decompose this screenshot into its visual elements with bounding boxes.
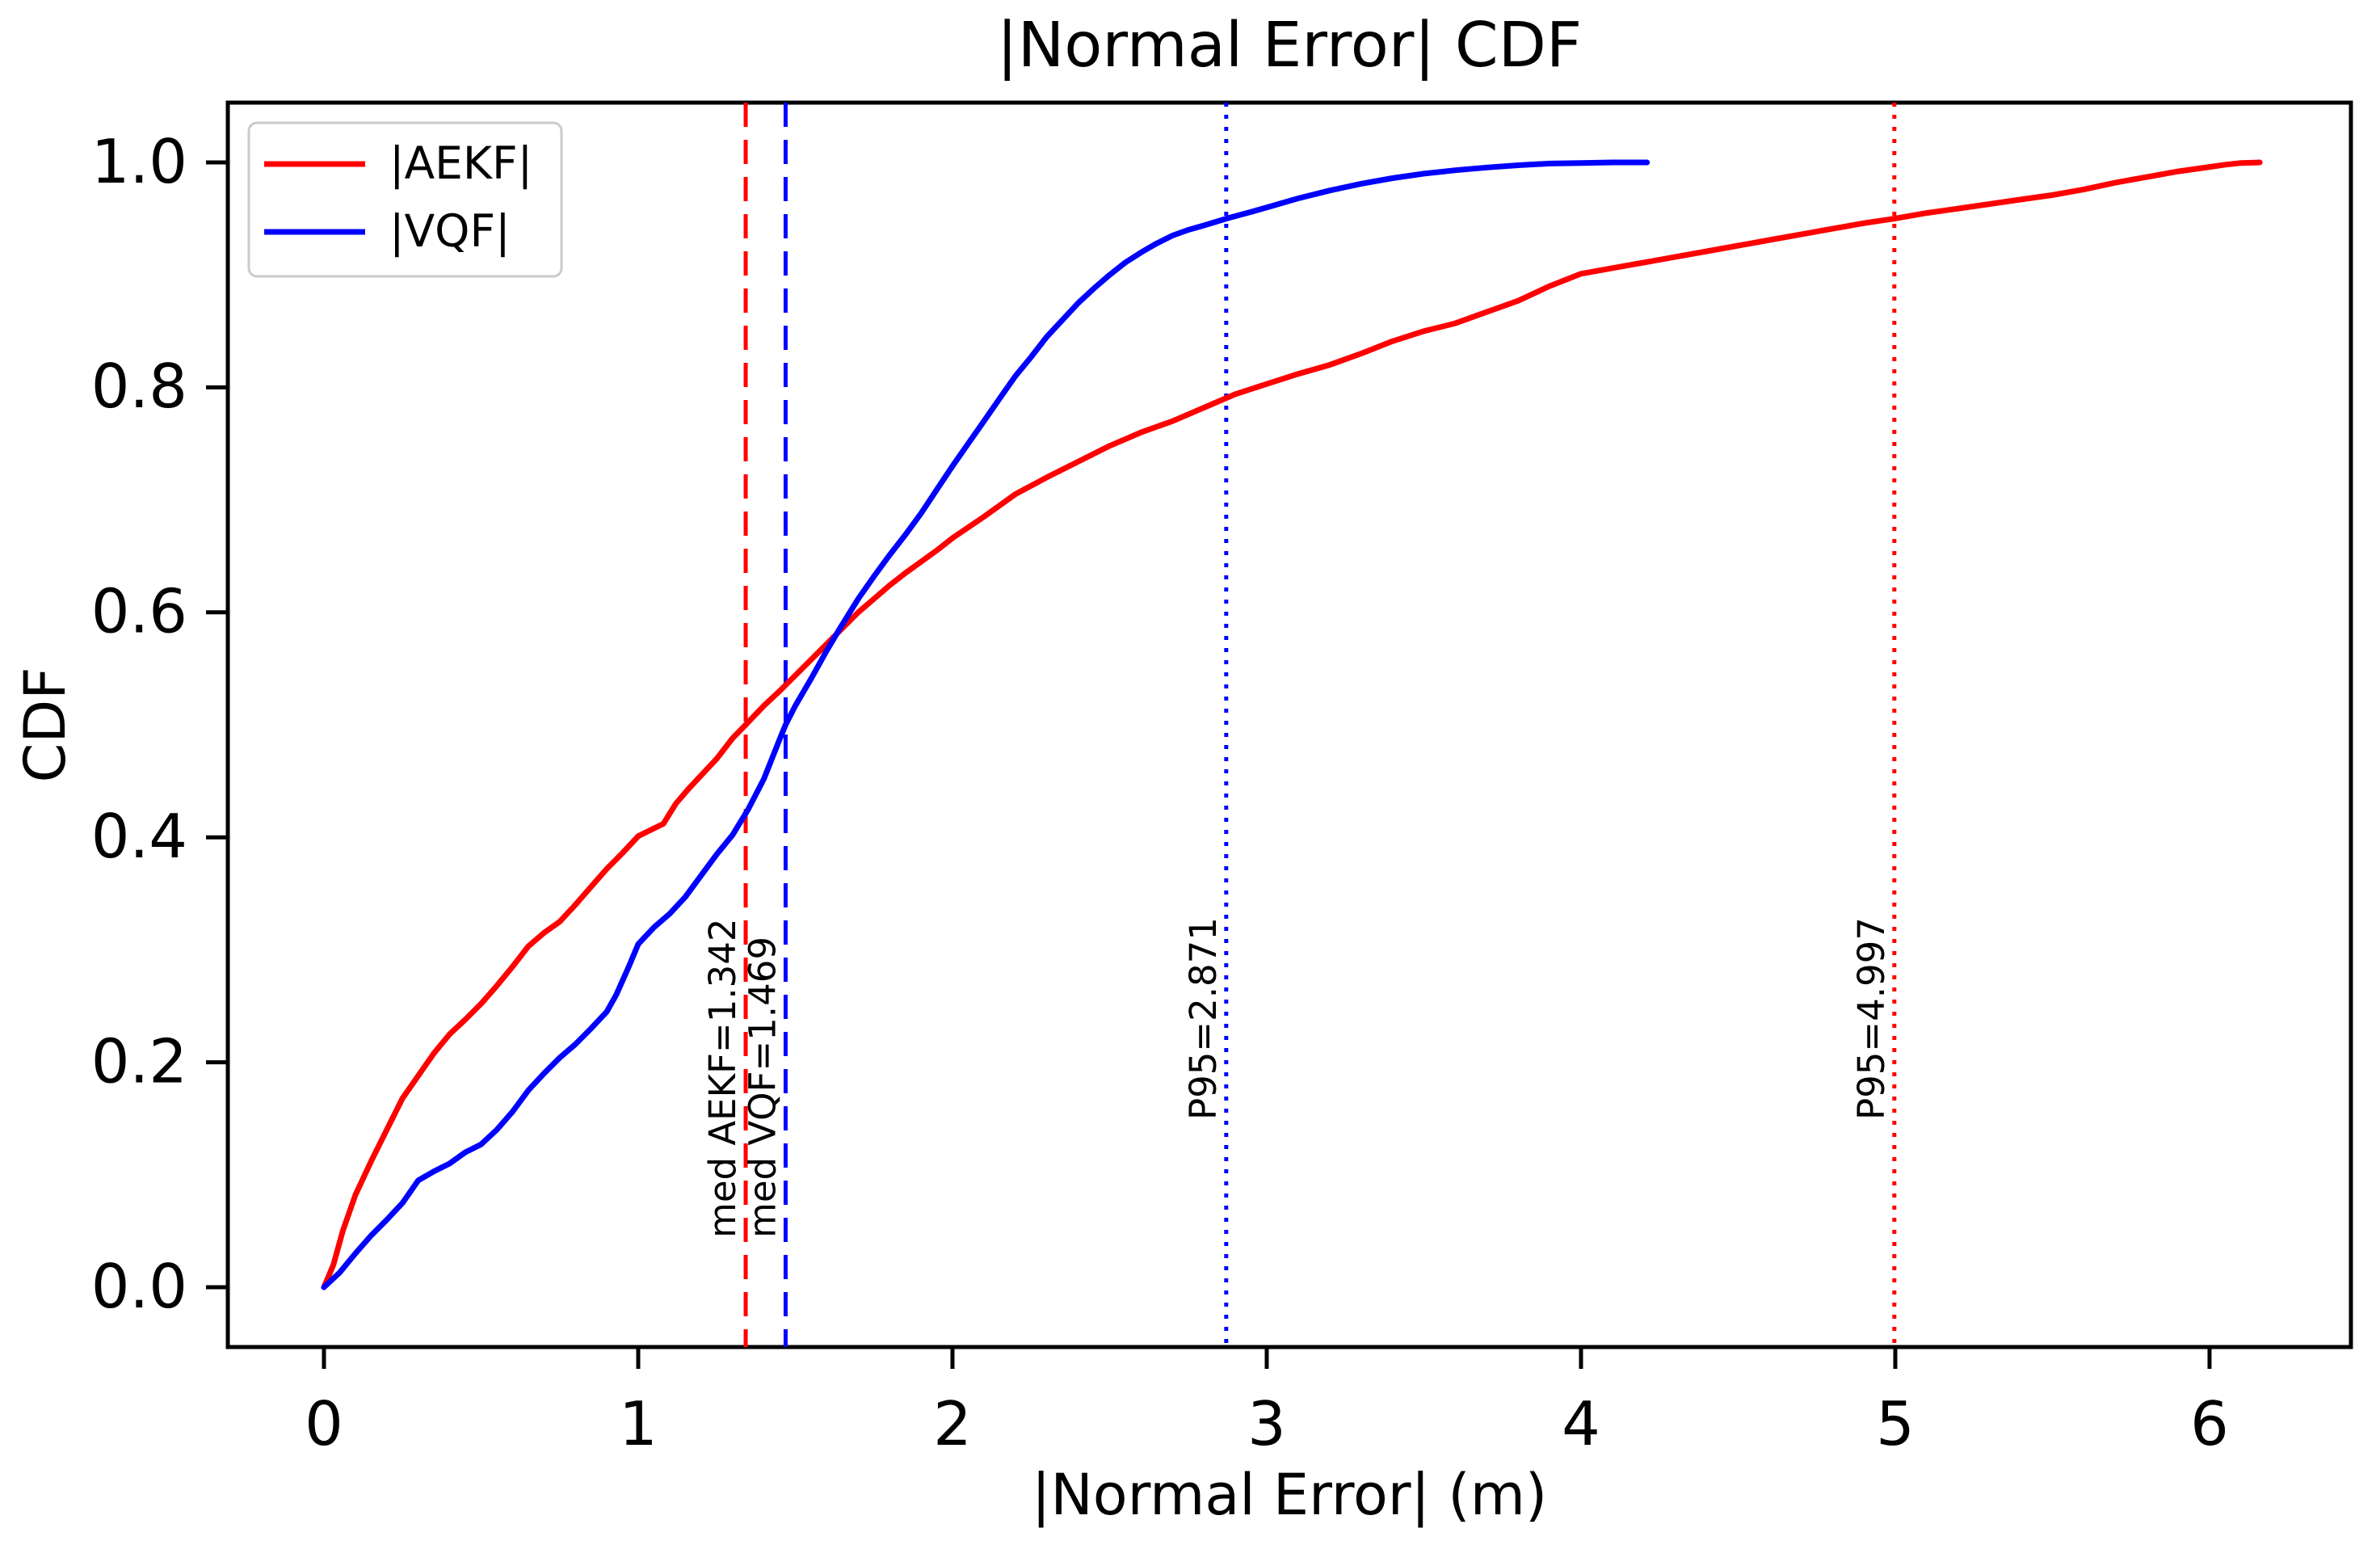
x-tick-label: 3: [1247, 1388, 1286, 1459]
series-curves: [321, 159, 2263, 1290]
x-tick-label: 2: [933, 1388, 972, 1459]
y-tick-label: 0.4: [91, 801, 187, 872]
reference-vlines: [743, 103, 1897, 1347]
y-tick-label: 0.2: [91, 1025, 187, 1097]
x-tick-label: 5: [1876, 1388, 1915, 1459]
annotation-p95-vqf: P95=2.871: [1182, 917, 1225, 1120]
x-axis-ticks: 0 1 2 3 4 5 6: [305, 1347, 2229, 1459]
legend-label-aekf: |AEKF|: [389, 137, 532, 190]
legend-label-vqf: |VQF|: [389, 205, 511, 258]
y-axis-ticks: 0.0 0.2 0.4 0.6 0.8 1.0: [91, 126, 228, 1322]
x-axis-label: |Normal Error| (m): [1032, 1462, 1547, 1528]
y-axis-label: CDF: [12, 667, 78, 782]
y-tick-label: 0.8: [91, 351, 187, 422]
chart-title: |Normal Error| CDF: [997, 10, 1582, 82]
curve-aekf: [321, 159, 2263, 1290]
x-tick-label: 0: [305, 1388, 343, 1459]
y-tick-label: 0.0: [91, 1251, 187, 1322]
x-tick-label: 1: [619, 1388, 658, 1459]
curve-vqf: [321, 159, 1650, 1290]
y-tick-label: 1.0: [91, 126, 187, 197]
legend: |AEKF| |VQF|: [247, 121, 563, 278]
vline-annotations: med AEKF=1.342 med VQF=1.469 P95=2.871 P…: [701, 917, 1893, 1238]
y-tick-label: 0.6: [91, 576, 187, 647]
x-tick-label: 4: [1562, 1388, 1600, 1459]
x-tick-label: 6: [2190, 1388, 2229, 1459]
annotation-med-vqf: med VQF=1.469: [741, 937, 784, 1238]
annotation-p95-aekf: P95=4.997: [1850, 917, 1893, 1120]
annotation-med-aekf: med AEKF=1.342: [701, 918, 744, 1238]
plot-frame: [225, 100, 2353, 1349]
